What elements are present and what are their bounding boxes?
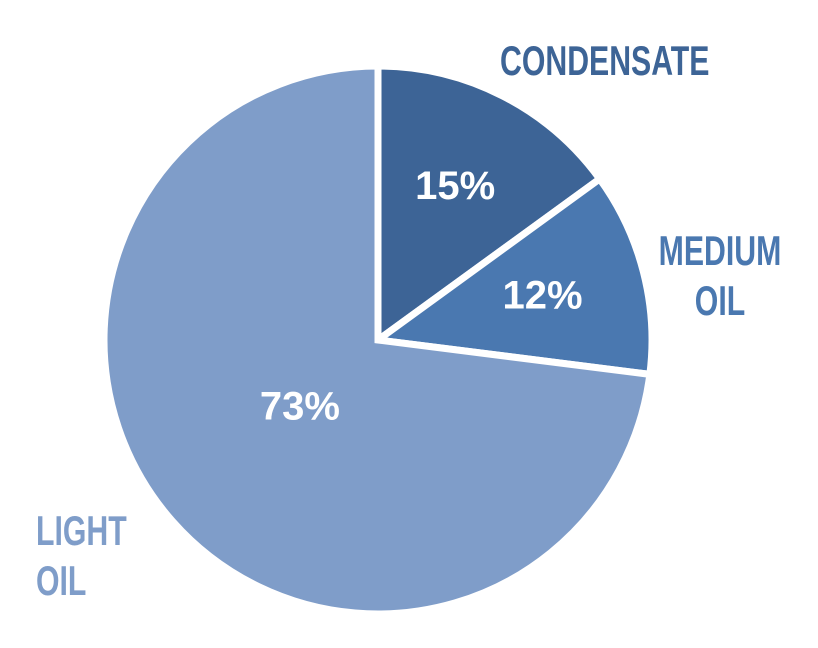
category-label: MEDIUM OIL <box>658 227 782 324</box>
pie-slice <box>374 62 605 347</box>
slice-value-label: 15% <box>415 164 495 208</box>
category-label: CONDENSATE <box>500 37 710 84</box>
slice-value-label: 12% <box>503 273 583 317</box>
category-label: LIGHT OIL <box>36 507 127 604</box>
slice-value-label: 73% <box>260 384 340 428</box>
pie-slice <box>368 174 656 379</box>
pie-slice <box>100 62 654 618</box>
